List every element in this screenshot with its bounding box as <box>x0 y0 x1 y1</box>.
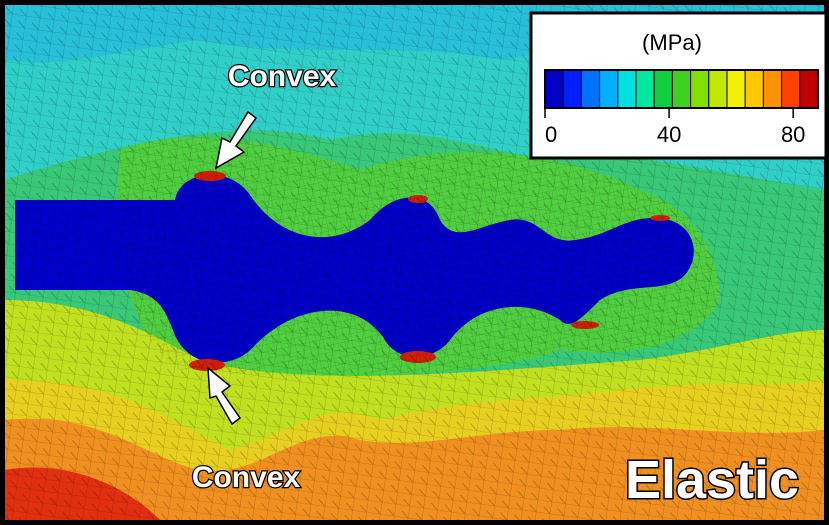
colorbar-segment <box>617 69 637 109</box>
colorbar-segment <box>544 69 564 109</box>
colorbar: (MPa) 0 40 80 <box>529 11 828 160</box>
colorbar-segment <box>599 69 619 109</box>
colorbar-tick-label: 80 <box>781 122 805 147</box>
label-bottom: Convex <box>192 461 301 494</box>
colorbar-segment <box>726 69 746 109</box>
colorbar-segment <box>635 69 655 109</box>
arrows <box>207 110 258 426</box>
colorbar-segment <box>799 69 819 109</box>
colorbar-segment <box>671 69 692 109</box>
colorbar-segment <box>562 69 582 109</box>
colorbar-tick-label: 40 <box>657 122 681 147</box>
colorbar-tick-label: 0 <box>545 122 557 147</box>
colorbar-frame <box>544 69 819 109</box>
label-top: Convex <box>228 60 337 93</box>
colorbar-segment <box>708 69 728 109</box>
colorbar-title: (MPa) <box>642 30 702 55</box>
colorbar-segment <box>653 69 673 109</box>
colorbar-segment <box>580 69 601 109</box>
colorbar-segment <box>762 69 783 109</box>
condition-label: Elastic <box>625 450 799 510</box>
colorbar-segment <box>781 69 801 109</box>
colorbar-segment <box>690 69 710 109</box>
colorbar-segment <box>744 69 764 109</box>
